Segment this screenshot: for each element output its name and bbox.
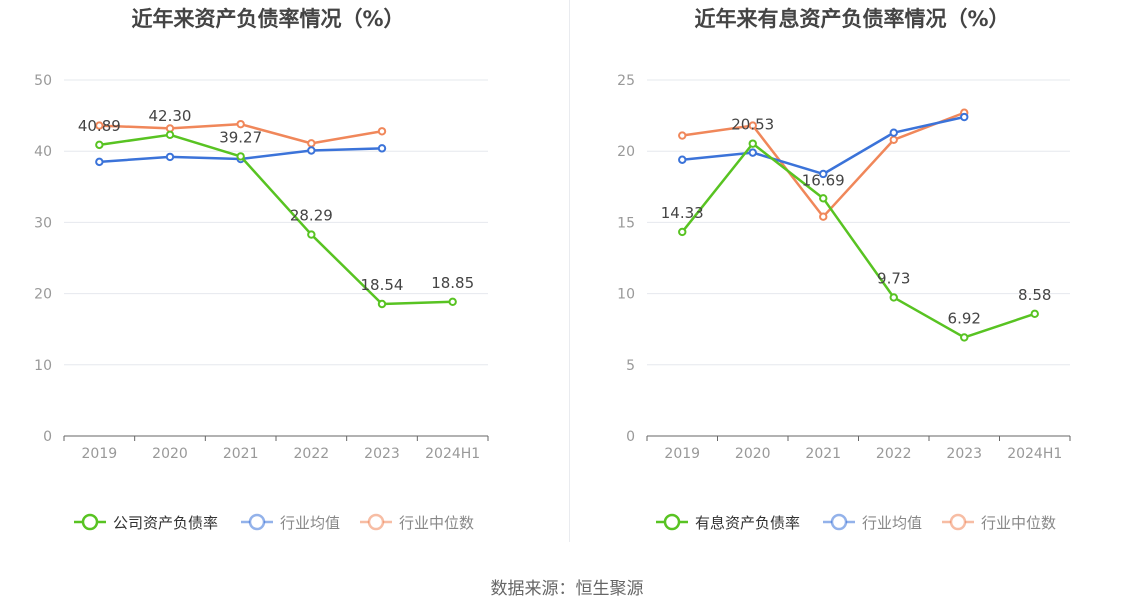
data-label: 42.30 xyxy=(149,107,192,125)
y-tick-label: 0 xyxy=(626,429,635,445)
y-tick-label: 5 xyxy=(626,358,635,374)
data-label: 9.73 xyxy=(877,269,910,287)
legend-marker-1 xyxy=(248,513,266,531)
y-tick-label: 25 xyxy=(617,73,635,89)
y-tick-label: 20 xyxy=(617,144,635,160)
y-tick-label: 10 xyxy=(617,287,635,303)
legend-label: 公司资产负债率 xyxy=(113,514,218,532)
legend-marker-2 xyxy=(367,513,385,531)
series-point-0 xyxy=(1030,309,1039,319)
y-tick-label: 20 xyxy=(34,287,52,303)
chart-divider xyxy=(569,0,570,542)
legend-marker-0 xyxy=(81,513,99,531)
series-point-0 xyxy=(889,293,898,302)
x-tick-label: 2019 xyxy=(664,446,700,462)
x-tick-label: 2023 xyxy=(946,446,982,462)
legend-marker-0 xyxy=(663,513,681,531)
y-tick-label: 10 xyxy=(34,358,52,374)
series-point-0 xyxy=(165,130,175,140)
legend-label: 行业中位数 xyxy=(399,514,474,532)
series-line-1 xyxy=(682,115,965,176)
legend-label: 行业均值 xyxy=(280,514,340,532)
series-point-0 xyxy=(819,194,828,203)
y-tick-label: 0 xyxy=(43,429,52,445)
series-point-0 xyxy=(236,152,245,161)
x-tick-label: 2021 xyxy=(223,446,259,462)
data-label: 16.69 xyxy=(802,171,845,189)
series-point-1 xyxy=(95,157,104,167)
data-label: 18.54 xyxy=(361,276,404,294)
data-label: 20.53 xyxy=(731,116,774,134)
x-tick-label: 2021 xyxy=(805,446,841,462)
series-point-1 xyxy=(819,169,828,179)
legend-label: 有息资产负债率 xyxy=(695,514,800,532)
series-point-0 xyxy=(748,139,757,148)
y-tick-label: 40 xyxy=(34,144,52,160)
series-point-2 xyxy=(307,139,316,148)
series-point-2 xyxy=(819,212,828,221)
data-label: 18.85 xyxy=(431,274,474,292)
x-tick-label: 2024H1 xyxy=(1007,446,1062,462)
series-point-0 xyxy=(448,297,457,306)
data-label: 40.89 xyxy=(78,117,121,135)
series-point-1 xyxy=(307,146,316,155)
series-point-1 xyxy=(377,144,387,153)
series-point-1 xyxy=(748,148,757,157)
legend-marker-1 xyxy=(830,513,848,531)
series-point-1 xyxy=(678,155,687,164)
y-tick-label: 15 xyxy=(617,215,635,231)
series-point-2 xyxy=(889,135,898,145)
series-point-1 xyxy=(960,112,969,122)
y-tick-label: 30 xyxy=(34,215,52,231)
series-point-0 xyxy=(377,299,387,309)
series-point-2 xyxy=(678,131,687,140)
series-point-2 xyxy=(748,121,757,130)
x-tick-label: 2019 xyxy=(82,446,118,462)
series-point-0 xyxy=(95,140,104,150)
series-point-1 xyxy=(165,152,175,162)
x-tick-label: 2023 xyxy=(364,446,400,462)
x-tick-label: 2022 xyxy=(876,446,912,462)
series-point-0 xyxy=(678,227,687,237)
data-source-label: 数据来源：恒生聚源 xyxy=(490,579,644,599)
chart-title: 近年来资产负债率情况（%） xyxy=(131,7,404,31)
series-point-1 xyxy=(889,128,898,137)
data-label: 14.33 xyxy=(661,204,704,222)
x-tick-label: 2020 xyxy=(152,446,188,462)
x-tick-label: 2024H1 xyxy=(425,446,480,462)
x-tick-label: 2022 xyxy=(294,446,330,462)
series-point-2 xyxy=(236,119,245,129)
x-tick-label: 2020 xyxy=(735,446,771,462)
series-point-2 xyxy=(377,127,387,136)
legend-marker-2 xyxy=(949,513,967,531)
series-line-0 xyxy=(681,142,1036,339)
y-tick-label: 50 xyxy=(34,73,52,89)
series-point-0 xyxy=(307,230,316,239)
series-line-0 xyxy=(99,133,453,306)
series-point-2 xyxy=(95,121,104,130)
series-point-0 xyxy=(960,333,969,342)
legend-label: 行业中位数 xyxy=(981,514,1056,532)
data-label: 39.27 xyxy=(219,128,262,146)
data-label: 8.58 xyxy=(1018,286,1051,304)
data-label: 28.29 xyxy=(290,207,333,225)
chart-title: 近年来有息资产负债率情况（%） xyxy=(694,7,1009,31)
legend-label: 行业均值 xyxy=(862,514,922,532)
data-label: 6.92 xyxy=(948,309,981,327)
